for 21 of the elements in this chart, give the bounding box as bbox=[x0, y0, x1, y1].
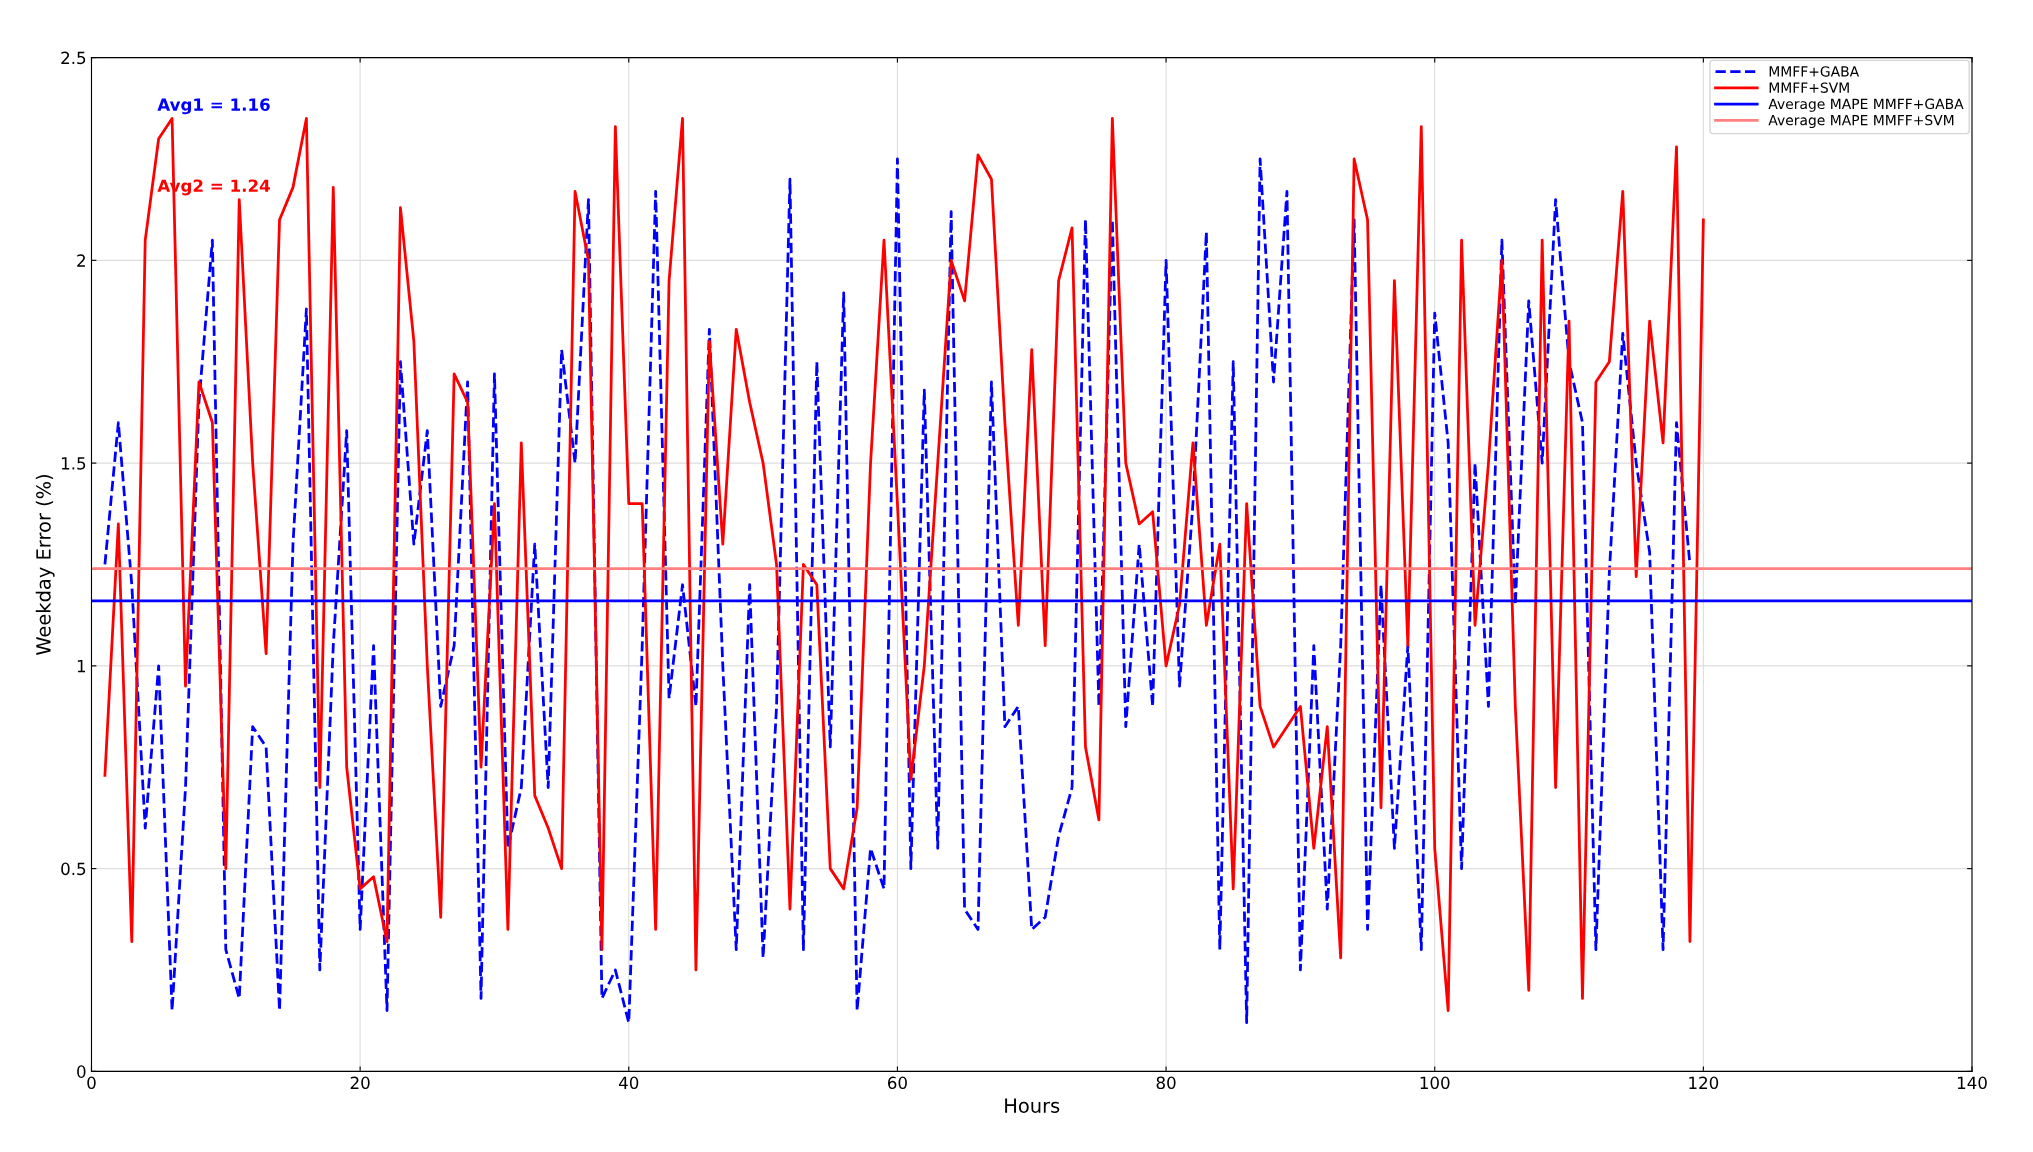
x-tick-label: 40 bbox=[618, 1076, 639, 1090]
legend-label: MMFF+SVM bbox=[1769, 82, 1849, 93]
y-tick-label: 0 bbox=[77, 1065, 86, 1078]
legend-label: MMFF+GABA bbox=[1769, 66, 1860, 77]
x-tick-label: 60 bbox=[887, 1076, 907, 1090]
legend-label: Average MAPE MMFF+SVM bbox=[1768, 114, 1954, 129]
x-tick-label: 0 bbox=[87, 1076, 96, 1090]
y-tick-label: 0.5 bbox=[61, 862, 86, 876]
x-tick-label: 120 bbox=[1689, 1076, 1719, 1090]
y-tick-label: 2 bbox=[77, 254, 85, 267]
legend-label: Average MAPE MMFF+GABA bbox=[1768, 98, 1964, 112]
x-axis-title: Hours bbox=[1005, 1098, 1060, 1113]
x-tick-label: 140 bbox=[1957, 1076, 1987, 1090]
annotation: Avg1 = 1.16 bbox=[157, 98, 270, 115]
y-axis-title: Weekday Error (%) bbox=[35, 474, 55, 656]
y-tick-label: 2.5 bbox=[61, 51, 86, 65]
x-tick-label: 80 bbox=[1156, 1076, 1176, 1090]
y-tick-label: 1.5 bbox=[61, 457, 86, 470]
x-tick-label: 20 bbox=[350, 1076, 370, 1090]
x-tick-label: 100 bbox=[1420, 1076, 1450, 1090]
y-tick-label: 1 bbox=[77, 660, 86, 673]
